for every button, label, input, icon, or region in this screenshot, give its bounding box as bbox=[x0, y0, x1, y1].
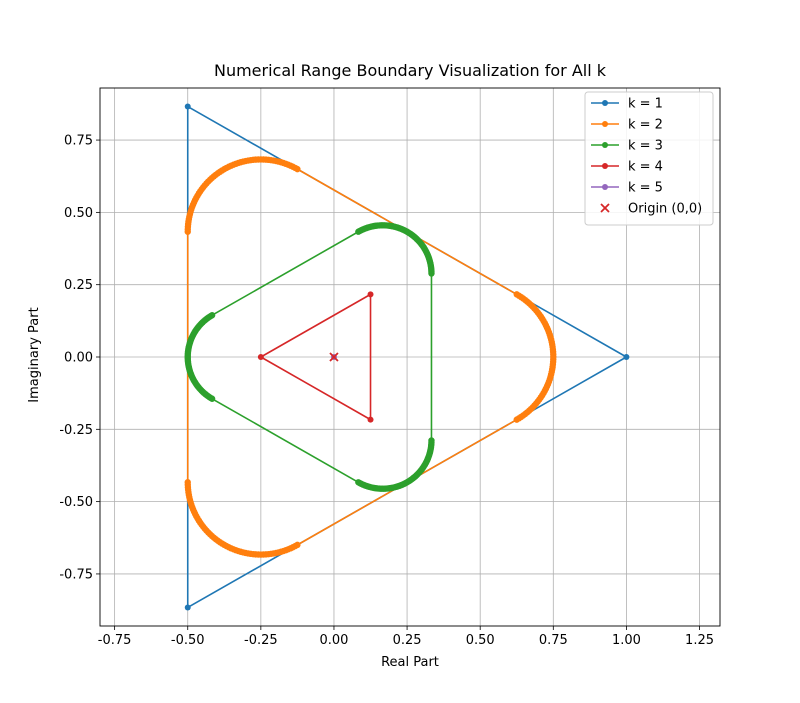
legend-box bbox=[584, 91, 714, 226]
series-markers-k-1 bbox=[184, 103, 630, 611]
y-tick-label: -0.75 bbox=[59, 567, 93, 582]
data-point bbox=[184, 103, 191, 110]
x-axis-title: Real Part bbox=[381, 655, 439, 670]
x-tick-label: -0.25 bbox=[244, 633, 278, 648]
x-tick-label: 0.75 bbox=[539, 633, 568, 648]
legend-swatch-marker bbox=[602, 142, 608, 148]
series-group bbox=[184, 103, 630, 611]
legend-item: Origin (0,0) bbox=[600, 202, 702, 217]
data-point bbox=[623, 354, 630, 360]
y-tick-label: 0.75 bbox=[64, 134, 93, 149]
x-tick-label: -0.75 bbox=[98, 633, 132, 648]
data-point bbox=[184, 604, 191, 611]
y-tick-label: -0.50 bbox=[59, 495, 93, 510]
legend-item: k = 4 bbox=[591, 160, 663, 175]
legend-item: k = 3 bbox=[591, 139, 663, 154]
x-tick-label: 0.00 bbox=[319, 633, 348, 648]
legend-swatch-marker bbox=[602, 163, 608, 169]
series-markers-k-4 bbox=[257, 291, 374, 423]
data-point bbox=[428, 437, 435, 444]
x-tick-label: 0.50 bbox=[466, 633, 495, 648]
data-point bbox=[294, 541, 301, 549]
data-point bbox=[257, 354, 264, 360]
y-tick-label: 0.00 bbox=[64, 351, 93, 366]
chart-title: Numerical Range Boundary Visualization f… bbox=[214, 61, 607, 80]
y-tick-label: 0.50 bbox=[64, 206, 93, 221]
legend-swatch-marker bbox=[602, 121, 608, 127]
legend-label: k = 4 bbox=[628, 160, 663, 175]
legend-item: k = 1 bbox=[591, 97, 663, 112]
x-tick-label: -0.50 bbox=[171, 633, 205, 648]
x-tick-label: 0.25 bbox=[393, 633, 422, 648]
series-line-k-4 bbox=[260, 293, 372, 421]
plot-frame bbox=[99, 87, 721, 627]
data-point bbox=[367, 291, 374, 298]
origin-marker-stroke bbox=[329, 352, 339, 362]
series-markers-k-3 bbox=[184, 222, 435, 492]
data-point bbox=[367, 416, 374, 423]
legend-swatch-marker bbox=[602, 100, 608, 106]
origin-marker bbox=[329, 352, 339, 362]
data-point bbox=[355, 228, 362, 235]
y-axis-title: Imaginary Part bbox=[27, 307, 42, 402]
legend: k = 1 k = 2 k = 3 k = 4 k = 5 Origin (0,0) bbox=[584, 91, 714, 226]
legend-label: k = 1 bbox=[628, 97, 663, 112]
legend-item: k = 2 bbox=[591, 118, 663, 133]
legend-label: k = 3 bbox=[628, 139, 663, 154]
data-point bbox=[208, 395, 216, 402]
data-point bbox=[184, 228, 191, 235]
legend-item: k = 5 bbox=[591, 181, 663, 196]
y-tick-label: -0.25 bbox=[59, 423, 93, 438]
legend-label: k = 2 bbox=[628, 118, 663, 133]
x-tick-label: 1.25 bbox=[685, 633, 714, 648]
legend-label: k = 5 bbox=[628, 181, 663, 196]
x-tick-label: 1.00 bbox=[612, 633, 641, 648]
legend-swatch-marker bbox=[600, 203, 610, 213]
series-markers-k-2 bbox=[184, 156, 557, 558]
legend-label: Origin (0,0) bbox=[628, 202, 702, 217]
y-tick-label: 0.25 bbox=[64, 278, 93, 293]
legend-swatch-marker bbox=[602, 184, 608, 190]
data-point bbox=[513, 291, 520, 298]
